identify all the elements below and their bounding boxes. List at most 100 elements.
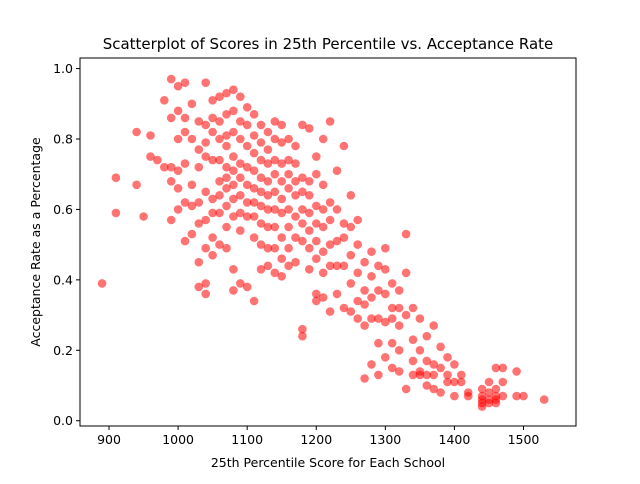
data-point — [270, 117, 280, 126]
data-point — [463, 391, 473, 401]
data-point — [387, 338, 397, 348]
data-point — [208, 155, 217, 165]
data-point — [180, 113, 190, 123]
data-point — [249, 131, 259, 140]
data-point — [484, 377, 494, 387]
data-point — [180, 198, 190, 207]
data-point — [263, 177, 273, 186]
data-point — [401, 268, 411, 278]
data-point — [180, 78, 190, 87]
data-point — [236, 279, 245, 288]
data-point — [194, 257, 204, 267]
data-point — [394, 346, 404, 355]
data-point — [284, 243, 293, 253]
data-point — [180, 159, 190, 168]
data-point — [401, 384, 411, 394]
data-point — [270, 243, 280, 253]
data-point — [208, 208, 217, 218]
data-point — [208, 96, 217, 105]
y-tick-label: 0.2 — [53, 343, 73, 358]
data-point — [222, 141, 231, 151]
x-tick-label: 1000 — [162, 432, 194, 447]
data-point — [284, 261, 293, 271]
data-point — [173, 134, 183, 144]
data-point — [180, 127, 190, 137]
data-point — [236, 173, 245, 182]
data-point — [256, 173, 266, 182]
data-point — [436, 363, 445, 373]
data-point — [346, 250, 356, 260]
data-point — [201, 279, 210, 288]
data-point — [132, 180, 141, 190]
data-point — [387, 303, 397, 313]
data-point — [339, 303, 349, 313]
data-point — [215, 92, 224, 101]
data-point — [415, 370, 425, 380]
data-point — [242, 198, 252, 207]
data-point — [166, 74, 176, 84]
data-point — [263, 127, 273, 137]
data-point — [208, 233, 217, 242]
data-point — [318, 222, 328, 232]
data-point — [201, 187, 210, 197]
data-point — [325, 215, 335, 225]
data-point — [173, 106, 183, 116]
data-point — [249, 212, 259, 221]
data-point — [249, 233, 259, 242]
data-point — [422, 331, 432, 341]
data-point — [256, 120, 266, 130]
data-point — [236, 117, 245, 126]
data-point — [249, 166, 259, 175]
data-point — [208, 250, 217, 260]
data-point — [229, 194, 238, 204]
data-point — [298, 236, 307, 246]
data-point — [229, 127, 238, 137]
data-point — [367, 247, 376, 256]
data-point — [291, 177, 300, 186]
data-point — [222, 201, 231, 211]
data-point — [256, 240, 266, 249]
data-point — [236, 191, 245, 200]
data-point — [298, 173, 307, 182]
data-point — [450, 391, 459, 401]
data-point — [277, 194, 287, 204]
data-point — [236, 134, 245, 144]
data-point — [291, 212, 300, 221]
data-point — [443, 377, 452, 387]
data-point — [353, 268, 363, 278]
data-point — [367, 293, 376, 302]
data-point — [263, 205, 273, 214]
data-point — [312, 201, 321, 211]
data-point — [249, 110, 259, 119]
data-point — [194, 145, 204, 154]
data-point — [298, 219, 307, 228]
data-point — [305, 226, 314, 235]
data-point — [539, 395, 549, 404]
data-point — [298, 205, 307, 214]
data-point — [194, 198, 204, 207]
data-point — [201, 78, 210, 87]
data-point — [208, 127, 217, 137]
data-point — [512, 367, 521, 376]
data-point — [242, 180, 252, 190]
data-point — [284, 222, 293, 232]
data-point — [381, 353, 390, 362]
data-point — [353, 314, 363, 323]
data-point — [187, 134, 197, 144]
data-point — [374, 370, 383, 380]
data-point — [242, 103, 252, 112]
data-point — [498, 363, 508, 373]
data-point — [256, 138, 266, 147]
data-point — [332, 205, 342, 214]
data-point — [277, 272, 287, 281]
data-point — [408, 335, 418, 345]
data-point — [249, 198, 259, 207]
data-point — [394, 321, 404, 330]
data-point — [298, 120, 307, 130]
data-point — [284, 184, 293, 193]
data-point — [305, 265, 314, 274]
data-point — [166, 162, 176, 172]
data-point — [256, 219, 266, 228]
data-point — [242, 212, 252, 221]
